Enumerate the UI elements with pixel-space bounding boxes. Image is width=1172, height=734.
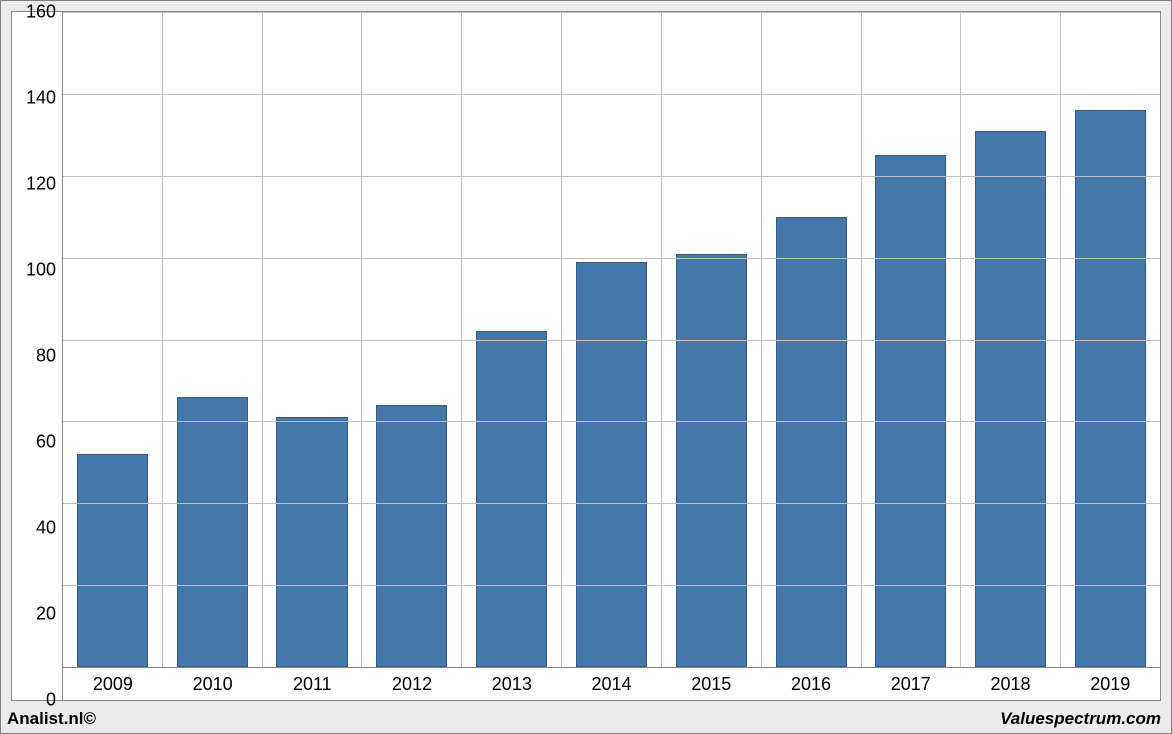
gridline (63, 421, 1160, 422)
bar (476, 331, 547, 667)
bar (576, 262, 647, 667)
bar (875, 155, 946, 667)
x-tick-label: 2011 (262, 668, 362, 700)
y-tick-label: 120 (26, 174, 56, 195)
x-tick-label: 2009 (63, 668, 163, 700)
x-axis: 2009201020112012201320142015201620172018… (63, 667, 1160, 700)
x-tick-label: 2014 (562, 668, 662, 700)
y-tick-label: 140 (26, 88, 56, 109)
plot-wrapper: 020406080100120140160 200920102011201220… (11, 11, 1161, 701)
x-tick-label: 2018 (961, 668, 1061, 700)
gridline (63, 258, 1160, 259)
x-tick-label: 2019 (1060, 668, 1160, 700)
bar (77, 454, 148, 667)
bar (177, 397, 248, 667)
chart-frame: 020406080100120140160 200920102011201220… (0, 0, 1172, 734)
gridline (63, 12, 1160, 13)
gridline (63, 176, 1160, 177)
bar (276, 417, 347, 667)
chart-column: 2009201020112012201320142015201620172018… (63, 12, 1160, 700)
y-tick-label: 20 (36, 604, 56, 625)
bar (1075, 110, 1146, 667)
x-tick-label: 2016 (761, 668, 861, 700)
x-tick-label: 2012 (362, 668, 462, 700)
y-tick-label: 0 (46, 690, 56, 711)
gridline (63, 585, 1160, 586)
x-tick-label: 2017 (861, 668, 961, 700)
y-tick-label: 80 (36, 346, 56, 367)
gridline (63, 340, 1160, 341)
y-tick-label: 60 (36, 432, 56, 453)
bar (776, 217, 847, 667)
footer-left-credit: Analist.nl© (7, 709, 96, 729)
bar (975, 131, 1046, 667)
x-tick-label: 2013 (462, 668, 562, 700)
y-axis: 020406080100120140160 (12, 12, 63, 700)
gridline (63, 94, 1160, 95)
x-tick-label: 2015 (661, 668, 761, 700)
y-tick-label: 40 (36, 518, 56, 539)
bar (376, 405, 447, 667)
x-tick-label: 2010 (163, 668, 263, 700)
bar (676, 254, 747, 667)
y-tick-label: 100 (26, 260, 56, 281)
y-tick-label: 160 (26, 2, 56, 23)
gridline (63, 503, 1160, 504)
footer-right-credit: Valuespectrum.com (1000, 709, 1161, 729)
plot-area (63, 12, 1160, 667)
